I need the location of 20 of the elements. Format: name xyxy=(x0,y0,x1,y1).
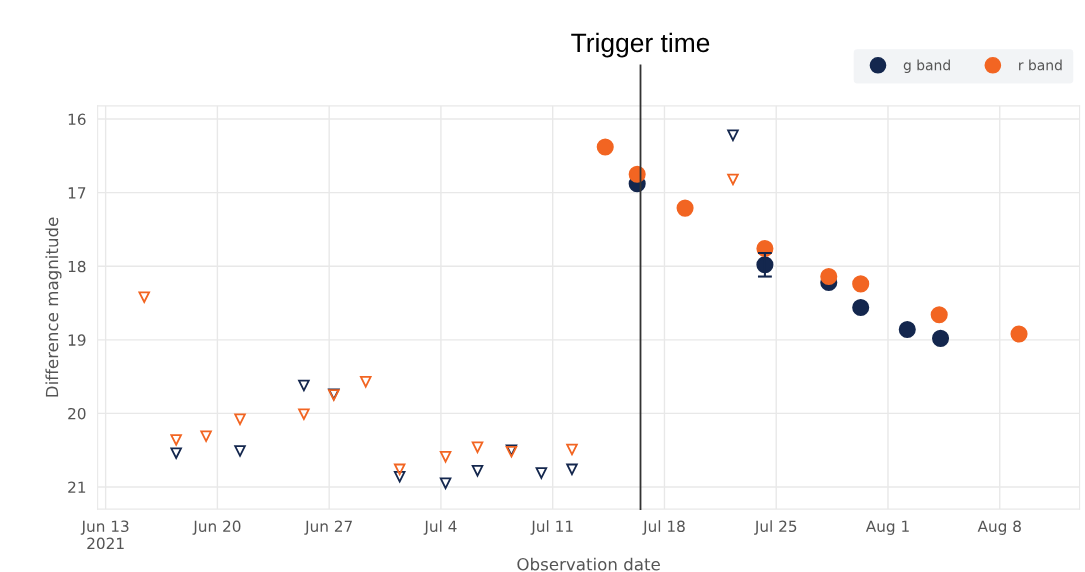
x-tick-label: Jun 27 xyxy=(304,520,352,535)
x-tick-label: Aug 1 xyxy=(865,520,909,535)
ref-line-label: Trigger time xyxy=(571,32,710,58)
legend-label: g band xyxy=(903,59,950,74)
y-tick-label: 18 xyxy=(68,260,86,273)
x-tick-label: Aug 8 xyxy=(977,520,1021,535)
x-axis-title: Observation date xyxy=(517,557,660,571)
y-tick-label: 16 xyxy=(68,113,86,126)
y-tick-label: 19 xyxy=(68,334,86,346)
y-tick-label: 17 xyxy=(68,187,86,199)
x-tick-label: Jun 20 xyxy=(192,520,241,535)
legend-label: r band xyxy=(1019,59,1062,71)
x-tick-label: Jun 13 2021 xyxy=(80,520,129,550)
y-tick-label: 20 xyxy=(68,407,86,420)
x-tick-label: Jul 4 xyxy=(423,520,457,535)
x-tick-label: Jul 11 xyxy=(530,520,573,535)
y-axis-title: Difference magnitude xyxy=(45,217,62,397)
y-tick-label: 21 xyxy=(68,481,86,493)
x-tick-label: Jul 25 xyxy=(754,520,797,535)
x-tick-label: Jul 18 xyxy=(642,520,685,535)
